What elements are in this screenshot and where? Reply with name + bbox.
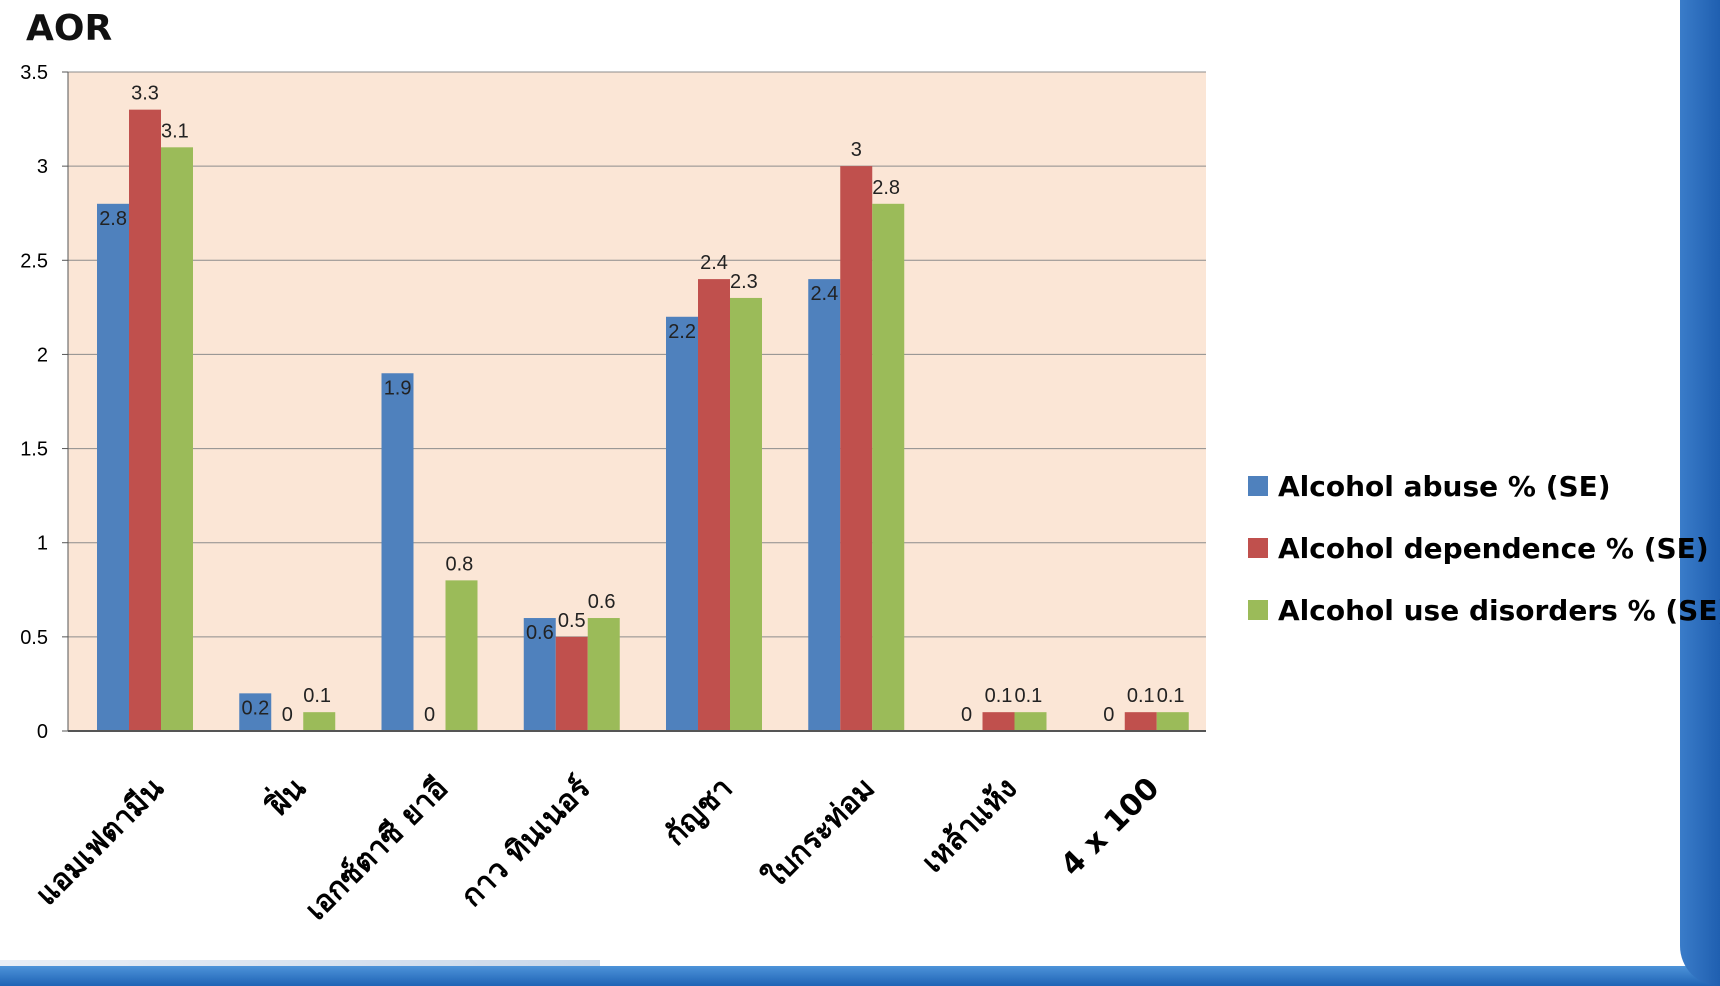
y-tick-label: 2.5	[20, 250, 48, 272]
legend-swatch	[1248, 476, 1268, 496]
bar	[97, 203, 129, 732]
data-label: 0	[1103, 704, 1114, 726]
y-tick-label: 3	[37, 156, 48, 178]
bar	[303, 712, 336, 731]
x-category-label: เอกซ์ตาซี ยาอี	[299, 771, 456, 928]
y-tick-label: 0	[37, 721, 48, 743]
bar	[808, 279, 841, 731]
data-label: 0.1	[1015, 685, 1043, 707]
y-tick-label: 2	[37, 344, 48, 366]
y-tick-label: 0.5	[20, 627, 48, 649]
data-label: 3	[851, 139, 862, 161]
bar	[523, 618, 556, 731]
bar	[1124, 712, 1157, 731]
legend-swatch	[1248, 538, 1268, 558]
legend: Alcohol abuse % (SE) Alcohol dependence %…	[1248, 455, 1720, 641]
data-label: 3.1	[161, 120, 189, 142]
data-label: 0.5	[558, 610, 586, 632]
data-label: 2.4	[810, 283, 838, 305]
bar	[982, 712, 1015, 731]
legend-item: Alcohol use disorders % (SE)	[1248, 579, 1720, 641]
y-tick-label: 3.5	[20, 62, 48, 84]
data-label: 0.1	[985, 685, 1013, 707]
bars	[97, 109, 1189, 732]
bar	[445, 580, 478, 731]
bar	[872, 203, 905, 732]
bar	[239, 693, 272, 731]
x-category-label: ใบกระท่อม	[756, 770, 882, 896]
data-label: 3.3	[131, 83, 159, 105]
data-label: 2.3	[730, 271, 758, 293]
bar	[730, 297, 762, 731]
bar	[840, 166, 873, 732]
y-tick-label: 1	[37, 533, 48, 555]
data-label: 2.8	[99, 208, 127, 230]
legend-label: Alcohol abuse % (SE)	[1278, 469, 1611, 503]
legend-swatch	[1248, 600, 1268, 620]
data-label: 0	[424, 704, 435, 726]
data-label: 0.1	[1157, 685, 1185, 707]
bar	[555, 636, 588, 731]
side-decoration-bar	[1680, 0, 1720, 986]
legend-item: Alcohol dependence % (SE)	[1248, 517, 1720, 579]
x-category-label: แอมเฟตามีน	[29, 771, 171, 913]
data-label: 0.1	[303, 685, 331, 707]
data-label: 0	[961, 704, 972, 726]
x-category-label: เหล้าแห้ง	[915, 771, 1024, 880]
data-label: 0	[282, 704, 293, 726]
x-category-label: กัญชา	[658, 771, 740, 853]
data-label: 0.6	[588, 591, 616, 613]
data-label: 0.6	[526, 622, 554, 644]
footer-decoration-bar	[0, 966, 1720, 986]
legend-label: Alcohol dependence % (SE)	[1278, 531, 1709, 565]
bar	[698, 279, 730, 731]
x-category-label: ฝิ่น	[255, 767, 313, 825]
bar	[666, 316, 698, 731]
x-category-label: กาว ทินเนอร์	[454, 771, 597, 914]
grid-lines	[68, 71, 1206, 638]
y-tick-label: 1.5	[20, 439, 48, 461]
data-label: 0.2	[241, 697, 269, 719]
data-label: 2.8	[872, 177, 900, 199]
legend-item: Alcohol abuse % (SE)	[1248, 455, 1720, 517]
bar	[381, 373, 414, 731]
chart-title: AOR	[26, 8, 112, 49]
bar	[129, 109, 161, 731]
bar	[1014, 712, 1047, 731]
data-labels: 2.83.33.10.2 00.11.900.80.60.50.62.22.42.…	[99, 83, 1184, 726]
bar	[161, 147, 193, 732]
data-label: 0.1	[1127, 685, 1155, 707]
plot-area	[68, 72, 1206, 731]
data-label: 2.4	[700, 252, 728, 274]
bar	[587, 618, 620, 731]
data-label: 2.2	[668, 321, 696, 343]
data-label: 1.9	[384, 377, 412, 399]
data-label: 0.8	[446, 553, 474, 575]
x-category-label: 4 x 100	[1054, 771, 1166, 883]
legend-label: Alcohol use disorders % (SE)	[1278, 593, 1720, 627]
bar	[1156, 712, 1189, 731]
